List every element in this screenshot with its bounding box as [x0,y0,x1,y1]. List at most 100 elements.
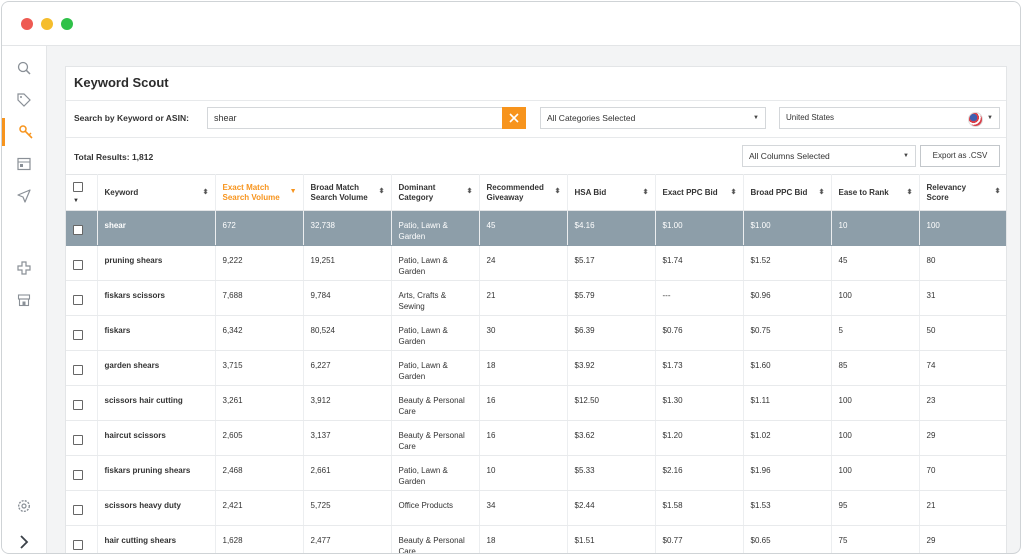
table-row[interactable]: fiskars scissors 7,688 9,784 Arts, Crafts &… [66,280,1006,316]
sort-desc-icon[interactable]: ▼ [289,188,297,195]
cell-value: 100 [838,466,852,475]
row-checkbox[interactable] [73,540,83,550]
table-row[interactable]: scissors hair cutting 3,261 3,912 Beauty & … [66,385,1006,421]
cell-value: scissors hair cutting [104,396,183,405]
cell-value: 85 [838,361,848,370]
column-header-hsa-bid[interactable]: HSA Bid ⬍ [567,174,656,211]
cell-exact-ppc: $1.74 [655,245,744,281]
row-checkbox[interactable] [73,505,83,515]
sort-icon[interactable]: ⬍ [906,189,913,196]
select-all-checkbox[interactable] [73,181,83,192]
chevron-down-icon[interactable]: ▼ [73,197,79,204]
column-header-dominant-category[interactable]: Dominant Category ⬍ [391,174,480,211]
sort-icon[interactable]: ⬍ [994,188,1001,195]
column-header-relevancy-score[interactable]: Relevancy Score ⬍ [919,174,1006,211]
cell-exact-ppc: $1.20 [655,420,744,456]
table-row[interactable]: haircut scissors 2,605 3,137 Beauty & Perso… [66,420,1006,456]
chevron-right-icon[interactable] [2,528,46,553]
cell-exact-ppc: $1.58 [655,490,744,526]
row-checkbox[interactable] [73,260,83,270]
row-checkbox[interactable] [73,435,83,445]
cell-value: $0.96 [750,291,771,300]
cell-broad: 3,912 [303,385,392,421]
cell-value: 30 [486,326,496,335]
store-icon[interactable] [2,286,46,314]
plus-cross-icon[interactable] [2,254,46,282]
cell-value: $1.20 [662,431,683,440]
cell-broad: 80,524 [303,315,392,351]
maximize-window-button[interactable] [61,18,73,30]
column-header-label: Dominant [398,182,436,192]
column-header-broad-ppc-bid[interactable]: Broad PPC Bid ⬍ [743,174,832,211]
row-checkbox[interactable] [73,330,83,340]
key-icon[interactable] [2,118,46,146]
sort-icon[interactable]: ⬍ [730,189,737,196]
paper-plane-icon[interactable] [2,182,46,210]
category-line: Beauty & Personal [398,536,465,545]
cell-value: shear [104,221,126,230]
close-window-button[interactable] [21,18,33,30]
divider [66,100,1006,101]
search-input[interactable] [208,108,510,128]
cell-value: $1.60 [750,361,771,370]
cell-broad-ppc: $0.65 [743,525,832,553]
column-header-keyword[interactable]: Keyword ⬍ [97,174,216,211]
table-row[interactable]: pruning shears 9,222 19,251 Patio, Lawn & Ga… [66,245,1006,281]
row-checkbox[interactable] [73,295,83,305]
column-header-exact-match-search-volume[interactable]: Exact Match Search Volume ▼ [215,174,304,211]
cell-broad-ppc: $1.02 [743,420,832,456]
column-header-broad-match-search-volume[interactable]: Broad Match Search Volume ⬍ [303,174,392,211]
cell-ease: 100 [831,455,920,491]
cell-value: 3,912 [310,396,331,405]
row-checkbox[interactable] [73,365,83,375]
layout-icon[interactable] [2,150,46,178]
table-row[interactable]: fiskars 6,342 80,524 Patio, Lawn & Garden 30 $… [66,315,1006,351]
row-checkbox[interactable] [73,400,83,410]
sort-icon[interactable]: ⬍ [642,189,649,196]
row-checkbox[interactable] [73,225,83,235]
clear-search-button[interactable] [502,107,526,129]
cell-value: 45 [486,221,496,230]
tag-icon[interactable] [2,86,46,114]
table-row[interactable]: fiskars pruning shears 2,468 2,661 Patio, L… [66,455,1006,491]
cell-broad: 19,251 [303,245,392,281]
cell-exact-ppc: $2.16 [655,455,744,491]
minimize-window-button[interactable] [41,18,53,30]
table-row[interactable]: hair cutting shears 1,628 2,477 Beauty & Pe… [66,525,1006,554]
table-row[interactable]: garden shears 3,715 6,227 Patio, Lawn & Gard… [66,350,1006,386]
column-header-label: Relevancy [926,182,967,192]
cell-value: 45 [838,256,848,265]
sort-icon[interactable]: ⬍ [554,188,561,195]
magnifier-icon[interactable] [2,54,46,82]
table-row[interactable]: scissors heavy duty 2,421 5,725 Office Prod… [66,490,1006,526]
country-dropdown[interactable]: United States ▼ [779,107,1000,129]
column-header-ease-to-rank[interactable]: Ease to Rank ⬍ [831,174,920,211]
cell-value: 21 [486,291,496,300]
cell-value: 100 [838,291,852,300]
row-checkbox[interactable] [73,470,83,480]
cell-value: 32,738 [310,221,335,230]
category-line: Care [398,547,416,554]
select-all-header[interactable]: ▼ [66,174,98,211]
cell-exact: 3,261 [215,385,304,421]
columns-dropdown[interactable]: All Columns Selected ▼ [742,145,916,167]
sort-icon[interactable]: ⬍ [818,189,825,196]
cell-giveaway: 16 [479,420,568,456]
cell-value: hair cutting shears [104,536,177,545]
category-line: Sewing [398,302,425,311]
settings-icon[interactable] [2,492,46,520]
sort-icon[interactable]: ⬍ [466,188,473,195]
cell-exact-ppc: $0.77 [655,525,744,553]
cell-value: 24 [486,256,496,265]
table-row[interactable]: shear 672 32,738 Patio, Lawn & Garden 45 $4.16… [66,210,1006,246]
column-header-recommended-giveaway[interactable]: Recommended Giveaway ⬍ [479,174,568,211]
export-csv-button[interactable]: Export as .CSV [920,145,1000,167]
category-dropdown[interactable]: All Categories Selected ▼ [540,107,766,129]
sort-icon[interactable]: ⬍ [202,189,209,196]
cell-broad-ppc: $0.75 [743,315,832,351]
cell-giveaway: 24 [479,245,568,281]
sort-icon[interactable]: ⬍ [378,188,385,195]
column-header-exact-ppc-bid[interactable]: Exact PPC Bid ⬍ [655,174,744,211]
search-field[interactable] [207,107,525,129]
